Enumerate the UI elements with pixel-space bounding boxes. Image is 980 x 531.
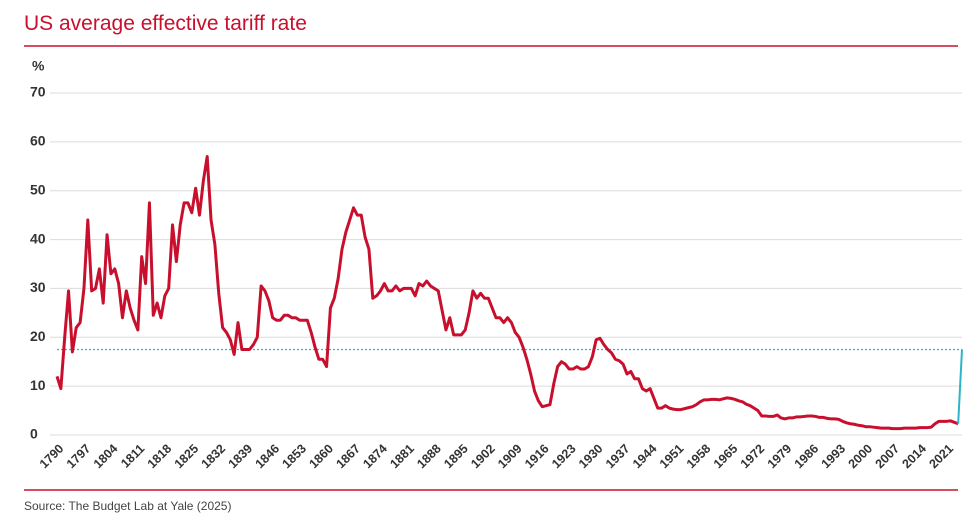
y-tick-label: 30 [30,279,46,295]
x-tick-label: 1867 [333,442,363,472]
x-tick-label: 1972 [738,442,768,472]
x-tick-label: 1944 [630,442,660,472]
x-tick-label: 2000 [846,442,876,472]
x-tick-label: 1860 [306,442,336,472]
y-tick-label: 40 [30,230,46,246]
x-tick-label: 1916 [522,442,552,472]
x-tick-label: 1951 [657,442,687,472]
data-line [957,349,963,424]
x-tick-label: 1902 [468,442,498,472]
chart-title: US average effective tariff rate [24,12,307,35]
x-tick-label: 1881 [387,442,417,472]
x-tick-label: 1839 [226,442,256,472]
x-tick-label: 1874 [360,442,390,472]
x-tick-label: 1804 [91,442,121,472]
x-tick-label: 1797 [64,442,94,472]
x-tick-label: 2021 [926,442,956,472]
x-tick-label: 1909 [495,442,525,472]
x-tick-label: 2007 [873,442,903,472]
x-tick-label: 1930 [576,442,606,472]
x-tick-label: 1853 [280,442,310,472]
x-tick-label: 1986 [792,442,822,472]
x-tick-label: 1895 [441,442,471,472]
x-tick-label: 1888 [414,442,444,472]
data-line [55,155,959,431]
x-tick-label: 1993 [819,442,849,472]
y-tick-label: 20 [30,328,46,344]
x-tick-label: 1832 [199,442,229,472]
x-tick-label: 1825 [172,442,202,472]
y-tick-label: 0 [30,426,38,442]
x-tick-label: 1811 [118,442,147,471]
x-tick-label: 1923 [549,442,579,472]
x-tick-label: 1937 [603,442,633,472]
source-note: Source: The Budget Lab at Yale (2025) [24,499,231,513]
x-tick-label: 1790 [37,442,67,472]
y-tick-label: 70 [30,84,46,100]
x-tick-label: 1958 [684,442,714,472]
x-tick-label: 2014 [900,442,930,472]
x-tick-label: 1979 [765,442,795,472]
y-tick-label: 50 [30,181,46,197]
y-axis-label: % [32,58,45,74]
x-tick-label: 1965 [711,442,741,472]
y-tick-label: 60 [30,133,46,149]
y-tick-label: 10 [30,377,46,393]
x-tick-label: 1846 [253,442,283,472]
x-tick-label: 1818 [145,442,175,472]
